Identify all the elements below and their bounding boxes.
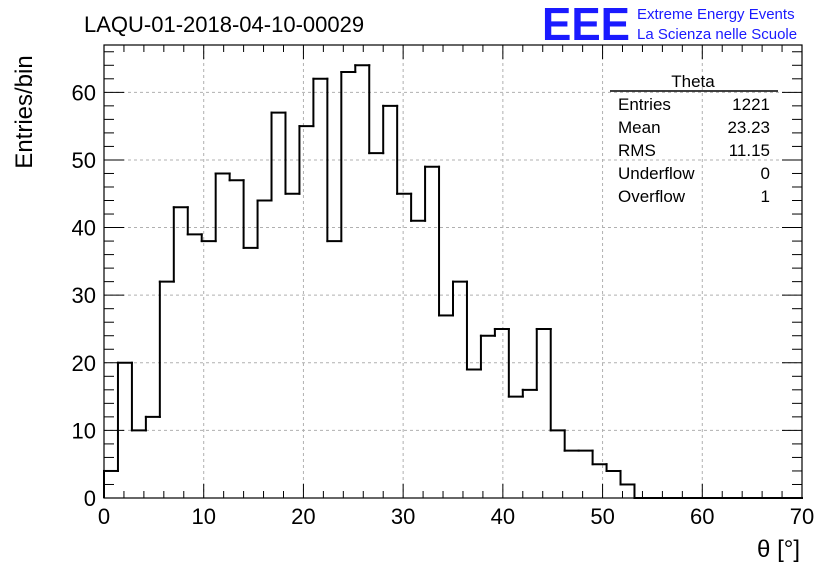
plot-frame xyxy=(103,44,803,499)
grid-lines xyxy=(104,45,802,498)
stats-label: Overflow xyxy=(618,187,686,206)
x-tick-label: 60 xyxy=(690,504,714,529)
y-tick-label: 0 xyxy=(84,486,96,511)
x-tick-label: 70 xyxy=(790,504,814,529)
histogram-series xyxy=(103,64,803,499)
eee-logo: EEE xyxy=(542,0,630,50)
stats-value: 23.23 xyxy=(727,118,770,137)
y-tick-label: 50 xyxy=(72,148,96,173)
stats-label: Mean xyxy=(618,118,661,137)
logo-line-2: La Scienza nelle Scuole xyxy=(637,26,797,43)
stats-value: 1221 xyxy=(732,95,770,114)
y-tick-label: 30 xyxy=(72,283,96,308)
x-tick-label: 30 xyxy=(391,504,415,529)
stats-rows: Entries 1221 Mean 23.23 RMS 11.15 Underflow 0 Ov… xyxy=(618,95,770,206)
x-tick-label: 0 xyxy=(98,504,110,529)
y-tick-label: 10 xyxy=(72,418,96,443)
x-tick-label: 50 xyxy=(590,504,614,529)
x-tick-label: 40 xyxy=(491,504,515,529)
x-tick-label: 10 xyxy=(191,504,215,529)
stats-label: Entries xyxy=(618,95,671,114)
y-axis-label: Entries/bin xyxy=(11,55,38,168)
y-tick-label: 40 xyxy=(72,216,96,241)
logo-line-1: Extreme Energy Events xyxy=(637,6,795,23)
y-tick-label: 20 xyxy=(72,351,96,376)
stats-value: 1 xyxy=(761,187,770,206)
x-axis-label: θ [°] xyxy=(757,536,800,563)
stats-label: Underflow xyxy=(618,164,695,183)
stats-value: 11.15 xyxy=(729,141,770,160)
stats-label: RMS xyxy=(618,141,656,160)
stats-box: Theta Entries 1221 Mean 23.23 RMS 11.15 Underf… xyxy=(610,72,778,206)
run-title: LAQU-01-2018-04-10-00029 xyxy=(84,12,364,37)
stats-value: 0 xyxy=(761,164,770,183)
stats-title: Theta xyxy=(671,72,715,91)
x-tick-label: 20 xyxy=(291,504,315,529)
y-tick-label: 60 xyxy=(72,80,96,105)
